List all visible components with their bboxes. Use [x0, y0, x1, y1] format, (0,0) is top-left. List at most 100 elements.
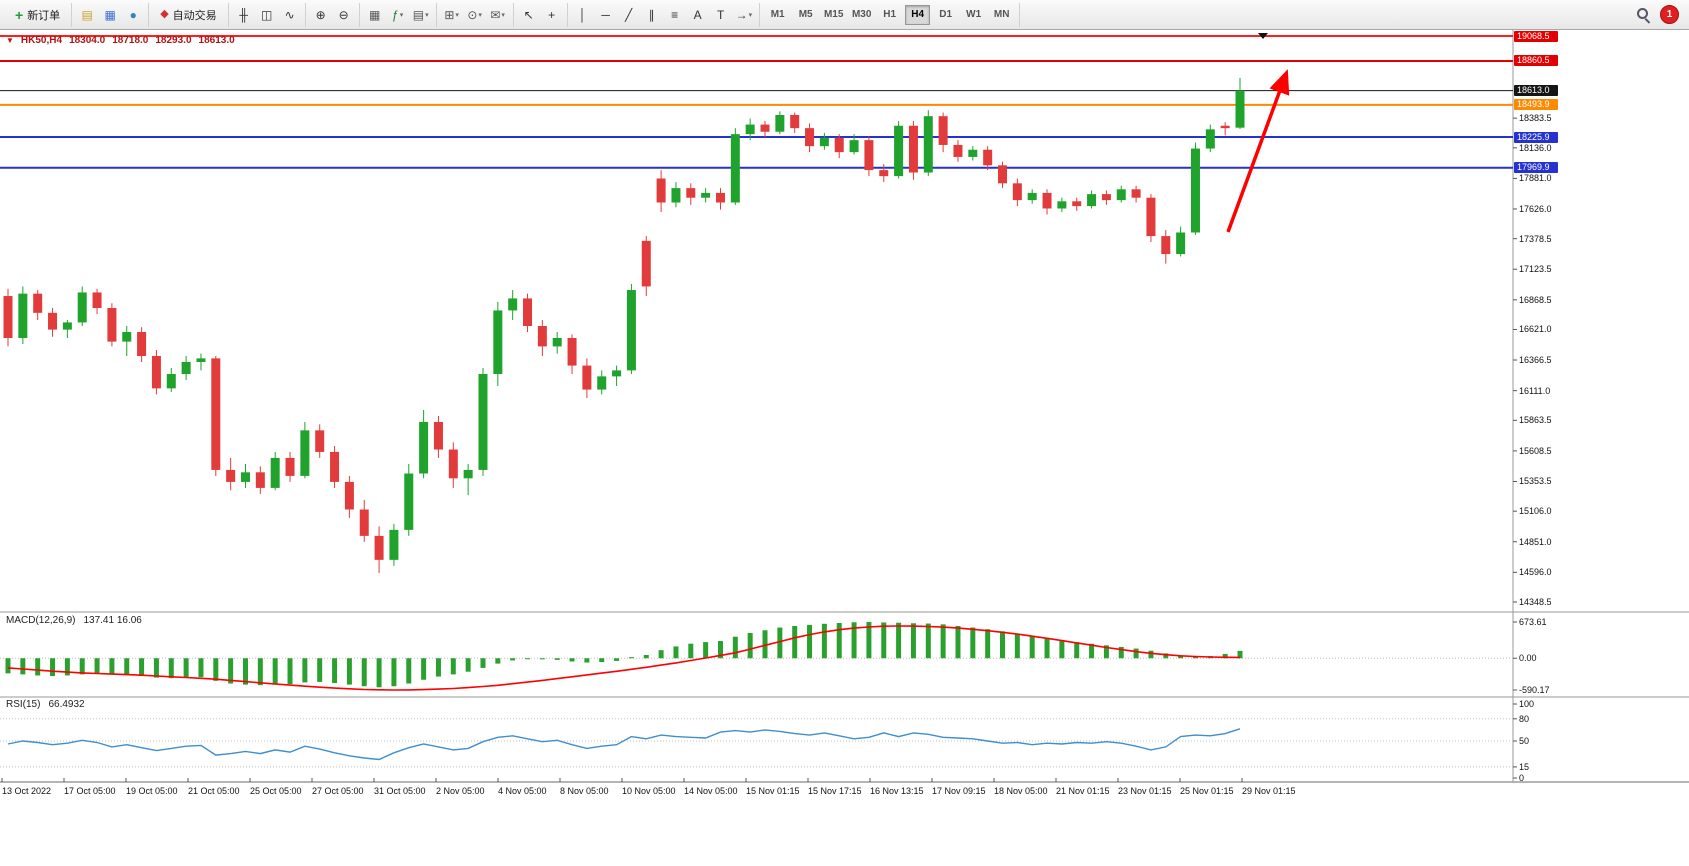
candle-body [790, 114, 800, 129]
text-button[interactable]: A [687, 4, 709, 26]
fibonacci-icon: ≡ [671, 7, 679, 22]
candle-body [374, 535, 384, 560]
templates-icon: ▤ [412, 7, 425, 22]
new-chart-button[interactable]: ⊞ ▾ [441, 4, 463, 26]
macd-bar [525, 658, 531, 660]
macd-bar [480, 658, 486, 668]
tf-button-d1[interactable]: D1 [939, 9, 953, 20]
zoom-in-button[interactable]: ⊕ [310, 4, 332, 26]
indicators-dropdown-caret[interactable]: ▾ [399, 11, 404, 19]
macd-bar [1118, 646, 1124, 659]
market-watch-icon: ▦ [104, 7, 116, 22]
candle-body [715, 192, 725, 203]
zoom-in-icon: ⊕ [315, 7, 326, 22]
tf-button-h4[interactable]: H4 [905, 4, 931, 25]
tf-button-m15[interactable]: M15 [823, 9, 844, 20]
macd-bar [1044, 638, 1050, 659]
macd-bar [762, 630, 768, 659]
bar-chart-button[interactable]: ╫ [233, 4, 255, 26]
arrows-icon: → [735, 7, 748, 22]
zoom-out-button[interactable]: ⊖ [333, 4, 355, 26]
channel-icon: ∥ [648, 7, 655, 22]
search-button[interactable] [1632, 4, 1654, 26]
periods-button[interactable]: ⊙ ▾ [464, 4, 486, 26]
mail-dropdown-caret[interactable]: ▾ [501, 11, 505, 19]
fibonacci-button[interactable]: ≡ [664, 4, 686, 26]
candle-body [938, 116, 948, 145]
macd-bar [1029, 636, 1035, 659]
trendline-button[interactable]: ╱ [618, 4, 640, 26]
navigator-icon: ● [129, 7, 137, 22]
candlestick-chart-button[interactable]: ◫ [256, 4, 278, 26]
candle-body [641, 240, 651, 287]
autotrading-button[interactable]: ◆ 自动交易 [153, 4, 223, 26]
tf-button-mn[interactable]: MN [993, 9, 1010, 20]
candle-body [181, 361, 191, 374]
macd-bar [50, 658, 56, 677]
object-marker-triangle[interactable] [1258, 33, 1268, 39]
candle-body [953, 144, 963, 157]
candle-body [389, 529, 399, 560]
trendline-icon: ╱ [625, 7, 633, 22]
arrows-dropdown-caret[interactable]: ▾ [748, 11, 753, 19]
candle-body [998, 165, 1008, 184]
toolbar-group: ╫ ◫ ∿ [229, 2, 306, 27]
macd-bar [807, 624, 813, 659]
candle-body [701, 192, 711, 198]
indicators-button[interactable]: ƒ ▾ [387, 4, 409, 26]
macd-bar [554, 658, 560, 660]
macd-bar [421, 658, 427, 680]
horizontal-line-icon: ─ [601, 7, 610, 22]
candle-body [612, 370, 622, 377]
macd-bar [1074, 642, 1080, 659]
tile-windows-button[interactable]: ▦ [364, 4, 386, 26]
candle-body [834, 137, 844, 153]
mail-button[interactable]: ✉ ▾ [487, 4, 509, 26]
macd-bar [465, 658, 471, 672]
periods-icon: ⊙ [467, 7, 478, 22]
candle-body [805, 128, 815, 147]
candle-body [1220, 125, 1230, 129]
chart-canvas[interactable] [0, 30, 1689, 866]
channel-button[interactable]: ∥ [641, 4, 663, 26]
toolbar-groups: + 新订单 ▤ ▦ ● ◆ 自动交易 ╫ ◫ ∿ ⊕ ⊖ ▦ ƒ ▾ ▤ ▾ ⊞ ▾ ⊙ ▾ ✉ ▾ ↖ + │ ─ ╱ ∥ ≡ A T → ▾ M… [4, 0, 1021, 29]
crosshair-button[interactable]: + [541, 4, 563, 26]
new-chart-dropdown-caret[interactable]: ▾ [455, 11, 459, 19]
market-watch-button[interactable]: ▦ [99, 4, 121, 26]
macd-bar [821, 623, 827, 659]
candle-body [196, 358, 206, 362]
macd-bar [688, 643, 694, 659]
candle-body [819, 137, 829, 147]
macd-bar [1148, 650, 1154, 659]
arrows-button[interactable]: → ▾ [733, 4, 756, 26]
candle-body [923, 116, 933, 173]
macd-bar [20, 658, 26, 675]
horizontal-line-button[interactable]: ─ [595, 4, 617, 26]
navigator-button[interactable]: ● [122, 4, 144, 26]
charts-stack-button[interactable]: ▤ [76, 4, 98, 26]
vertical-line-button[interactable]: │ [572, 4, 594, 26]
macd-bar [985, 629, 991, 659]
toolbar-group: + 新订单 [4, 2, 73, 27]
candle-body [285, 457, 295, 476]
candle-body [1012, 183, 1022, 201]
candle-body [775, 114, 785, 132]
periods-dropdown-caret[interactable]: ▾ [478, 11, 482, 19]
candle-body [300, 430, 310, 476]
tf-button-w1[interactable]: W1 [966, 9, 982, 20]
line-chart-button[interactable]: ∿ [279, 4, 301, 26]
notification-badge[interactable]: 1 [1660, 5, 1679, 24]
cursor-button[interactable]: ↖ [518, 4, 540, 26]
macd-bar [495, 658, 501, 664]
templates-dropdown-caret[interactable]: ▾ [425, 11, 429, 19]
new-order-button[interactable]: + 新订单 [8, 4, 67, 26]
trend-arrow[interactable] [1226, 69, 1290, 233]
tf-button-h1[interactable]: H1 [883, 9, 897, 20]
tf-button-m5[interactable]: M5 [798, 9, 813, 20]
text-label-button[interactable]: T [710, 4, 732, 26]
candlestick-series [3, 78, 1245, 574]
tf-button-m30[interactable]: M30 [851, 9, 872, 20]
templates-button[interactable]: ▤ ▾ [410, 4, 432, 26]
tf-button-m1[interactable]: M1 [770, 9, 785, 20]
macd-bar [1014, 634, 1020, 659]
